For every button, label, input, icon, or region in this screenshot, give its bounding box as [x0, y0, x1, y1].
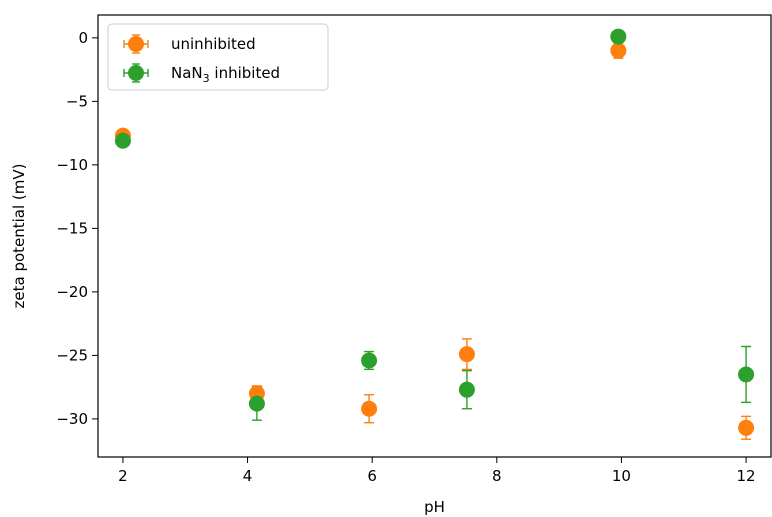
- x-tick-label: 6: [367, 467, 377, 485]
- data-point-uninhibited: [610, 42, 627, 59]
- x-tick-label: 8: [492, 467, 502, 485]
- legend-entry-nan3-inhibited: [123, 63, 149, 83]
- data-point-nan3-inhibited: [114, 132, 131, 149]
- data-point-nan3-inhibited: [361, 352, 378, 369]
- x-axis-label: pH: [424, 498, 445, 516]
- data-point-nan3-inhibited: [610, 28, 627, 45]
- y-axis-label: zeta potential (mV): [10, 163, 28, 308]
- x-tick-label: 10: [612, 467, 631, 485]
- data-point-nan3-inhibited: [248, 395, 265, 412]
- tick-layer: 2 4 6 8 10 12 0 −5 −10 −15 −20 −25 −30: [56, 29, 755, 485]
- y-tick-label: −10: [56, 156, 88, 174]
- legend: uninhibited NaN3 inhibited: [107, 23, 329, 91]
- legend-marker: [128, 65, 144, 81]
- legend-label-rest: inhibited: [210, 64, 280, 82]
- x-tick-label: 4: [243, 467, 253, 485]
- legend-entry-uninhibited: [123, 34, 149, 54]
- legend-marker: [128, 36, 144, 52]
- y-tick-label: −15: [56, 219, 88, 237]
- y-tick-label: −5: [66, 92, 88, 110]
- x-tick-label: 12: [737, 467, 756, 485]
- data-point-nan3-inhibited: [738, 366, 755, 383]
- errorbar-layer: [117, 33, 752, 440]
- legend-label-subscript: 3: [203, 72, 210, 85]
- y-tick-label: 0: [78, 29, 88, 47]
- legend-label-base: NaN: [171, 64, 203, 82]
- data-point-uninhibited: [738, 419, 755, 436]
- data-point-nan3-inhibited: [458, 381, 475, 398]
- x-tick-label: 2: [118, 467, 128, 485]
- legend-box: [107, 23, 329, 91]
- y-tick-label: −25: [56, 346, 88, 364]
- y-tick-label: −30: [56, 410, 88, 428]
- point-layer: [114, 28, 755, 436]
- legend-label-uninhibited: uninhibited: [171, 35, 256, 53]
- legend-label-nan3-inhibited: NaN3 inhibited: [171, 64, 280, 85]
- data-point-uninhibited: [361, 400, 378, 417]
- plot-frame: [97, 14, 772, 458]
- y-tick-label: −20: [56, 283, 88, 301]
- data-point-uninhibited: [458, 346, 475, 363]
